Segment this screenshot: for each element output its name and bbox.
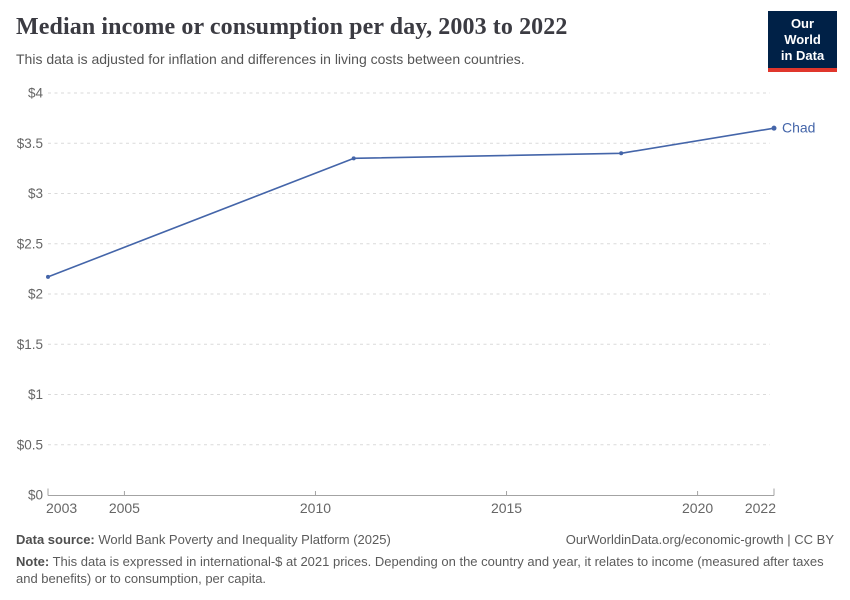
series-label: Chad (782, 120, 815, 136)
x-tick-label: 2015 (491, 500, 522, 516)
y-tick-label: $3 (28, 186, 43, 201)
x-tick-label: 2022 (745, 500, 776, 516)
data-source-line: Data source: World Bank Poverty and Ineq… (16, 531, 391, 548)
data-point (619, 151, 624, 156)
chart-note: Note: This data is expressed in internat… (16, 553, 834, 587)
data-source-text: World Bank Poverty and Inequality Platfo… (94, 532, 391, 547)
chart-header: Median income or consumption per day, 20… (16, 13, 760, 69)
page-title: Median income or consumption per day, 20… (16, 14, 568, 40)
y-tick-label: $3.5 (17, 136, 43, 151)
y-tick-label: $2.5 (17, 236, 43, 251)
data-line (47, 127, 775, 278)
data-point (351, 156, 356, 161)
note-text: This data is expressed in international-… (16, 554, 824, 587)
x-tick-label: 2003 (46, 500, 77, 516)
chart-footer: Data source: World Bank Poverty and Ineq… (16, 531, 834, 587)
y-tick-label: $1 (28, 387, 43, 402)
y-tick-label: $0 (28, 488, 43, 503)
data-source-label: Data source: (16, 532, 95, 547)
y-tick-label: $4 (28, 86, 44, 101)
x-tick-label: 2020 (682, 500, 713, 516)
owid-logo: Our World in Data (768, 11, 837, 72)
y-tick-label: $2 (28, 287, 43, 302)
data-point (46, 274, 50, 279)
x-tick-label: 2010 (300, 500, 331, 516)
owid-logo-line2: in Data (780, 47, 825, 63)
x-tick-label: 2005 (109, 500, 140, 516)
data-point (771, 125, 777, 131)
note-label: Note: (16, 554, 50, 570)
chart-subtitle: This data is adjusted for inflation and … (16, 51, 525, 68)
owid-logo-line1: Our World (784, 16, 821, 47)
y-tick-label: $0.5 (17, 437, 43, 452)
y-tick-label: $1.5 (17, 337, 43, 352)
owid-url-link[interactable]: OurWorldinData.org/economic-growth | CC … (565, 532, 834, 547)
